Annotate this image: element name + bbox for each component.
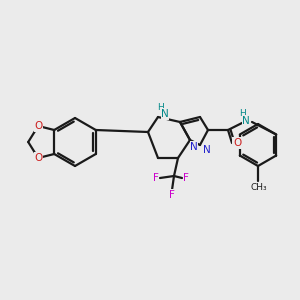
Text: H: H: [238, 110, 245, 118]
Text: N: N: [190, 142, 198, 152]
Text: O: O: [233, 138, 241, 148]
Text: N: N: [203, 145, 211, 155]
Text: CH₃: CH₃: [251, 184, 267, 193]
Text: H: H: [158, 103, 164, 112]
Text: O: O: [34, 153, 42, 163]
Text: F: F: [169, 190, 175, 200]
Text: F: F: [153, 173, 159, 183]
Text: N: N: [161, 109, 169, 119]
Text: O: O: [34, 121, 42, 131]
Text: F: F: [183, 173, 189, 183]
Text: N: N: [242, 116, 250, 126]
